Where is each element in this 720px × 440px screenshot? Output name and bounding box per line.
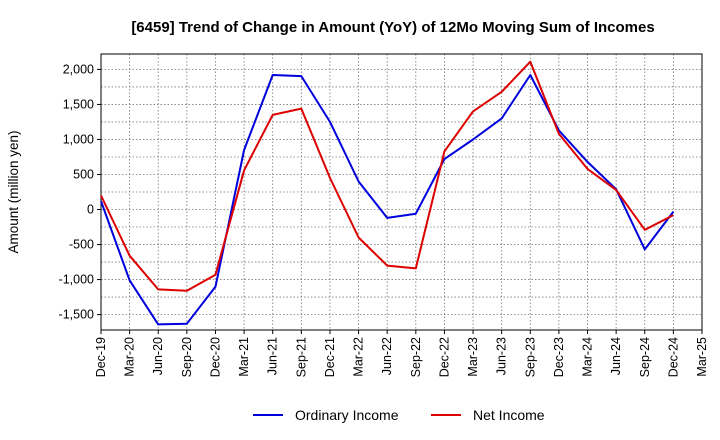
x-tick-label: Mar-21 — [237, 337, 251, 377]
x-tick-label: Mar-25 — [695, 337, 709, 377]
y-tick-label: 2,000 — [63, 62, 94, 76]
x-tick-label: Jun-22 — [380, 337, 394, 375]
x-tick-label: Jun-20 — [151, 337, 165, 375]
x-tick-label: Sep-20 — [180, 337, 194, 377]
x-tick-label: Dec-24 — [666, 337, 680, 377]
x-tick-label: Dec-23 — [552, 337, 566, 377]
y-tick-label: 0 — [87, 203, 94, 217]
grid-lines — [101, 54, 702, 330]
legend-label: Ordinary Income — [295, 407, 399, 423]
x-tick-label: Dec-22 — [437, 337, 451, 377]
series-line-ordinary-income — [100, 74, 675, 326]
x-tick-label: Jun-24 — [609, 337, 623, 375]
x-tick-label: Mar-23 — [466, 337, 480, 377]
plot-area — [100, 53, 703, 331]
x-tick-label: Sep-22 — [409, 337, 423, 377]
x-tick-label: Jun-23 — [495, 337, 509, 375]
x-axis: Dec-19 Mar-20 Jun-20 Sep-20 Dec-20 Mar-21 Jun-… — [94, 330, 709, 377]
y-tick-label: -1,000 — [59, 273, 94, 287]
x-tick-label: Dec-20 — [208, 337, 222, 377]
x-tick-label: Mar-24 — [581, 337, 595, 377]
y-tick-label: -1,500 — [59, 308, 94, 322]
x-tick-label: Dec-21 — [323, 337, 337, 377]
legend: Ordinary Income Net Income — [253, 407, 545, 423]
y-tick-label: 1,000 — [63, 132, 94, 146]
y-tick-label: 500 — [73, 167, 94, 181]
x-tick-label: Dec-19 — [94, 337, 108, 377]
y-axis-label: Amount (million yen) — [6, 130, 21, 253]
chart-title: [6459] Trend of Change in Amount (YoY) o… — [131, 19, 654, 36]
y-axis: 2,000 1,500 1,000 500 0 -500 -1,000 -1,500 — [59, 62, 101, 322]
x-tick-label: Sep-21 — [294, 337, 308, 377]
x-tick-label: Mar-20 — [123, 337, 137, 377]
series-line-net-income — [100, 60, 674, 292]
x-tick-label: Sep-24 — [638, 337, 652, 377]
series-group — [100, 60, 675, 326]
x-tick-label: Jun-21 — [266, 337, 280, 375]
y-tick-label: 1,500 — [63, 97, 94, 111]
legend-label: Net Income — [473, 407, 545, 423]
y-tick-label: -500 — [69, 238, 94, 252]
x-tick-label: Sep-23 — [523, 337, 537, 377]
x-tick-label: Mar-22 — [352, 337, 366, 377]
